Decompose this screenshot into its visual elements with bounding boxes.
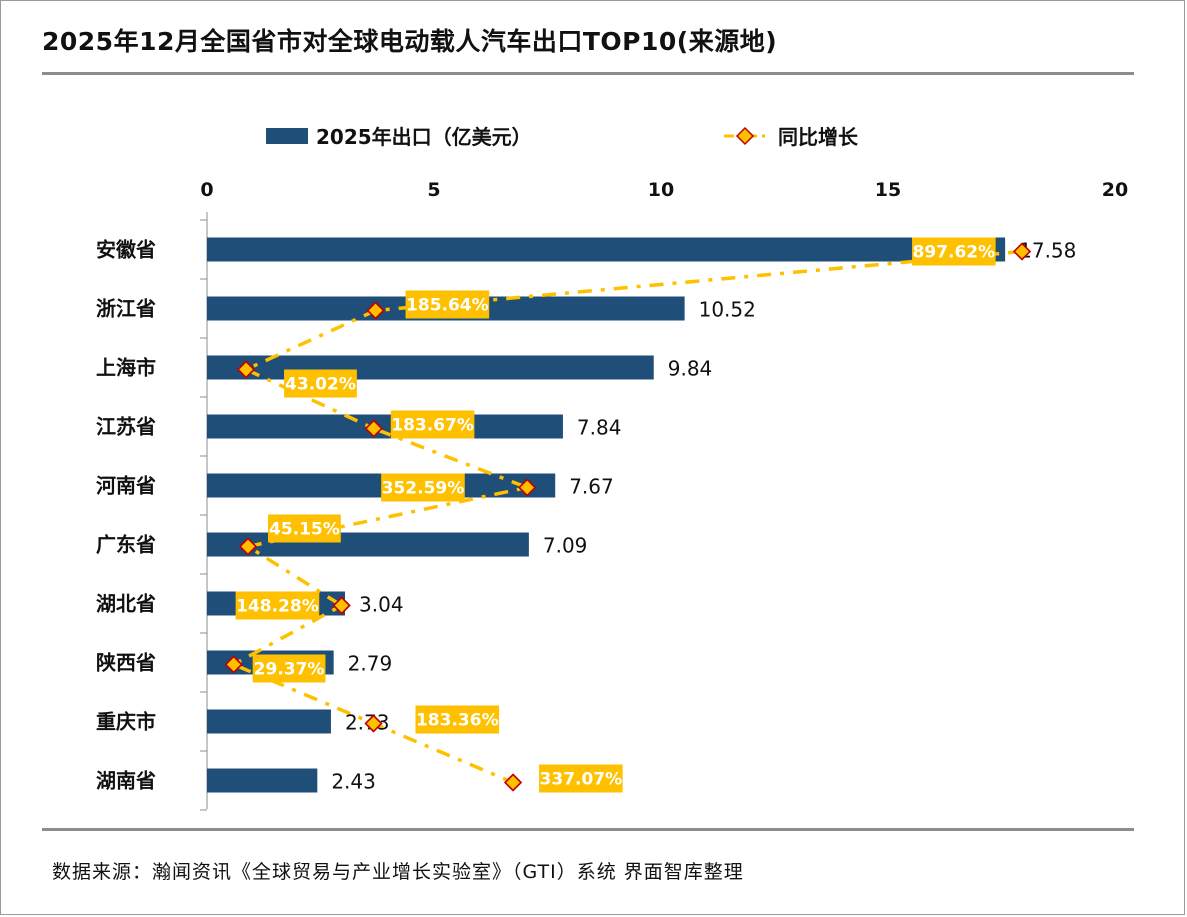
bar: [207, 414, 563, 439]
bar-value-label: 7.84: [577, 416, 622, 440]
yoy-marker: [364, 419, 383, 438]
category-label: 重庆市: [96, 710, 156, 734]
x-tick-label: 5: [427, 179, 440, 201]
yoy-label-box: [267, 514, 341, 543]
yoy-label-box: [381, 473, 465, 502]
chart-title: 2025年12月全国省市对全球电动载人汽车出口TOP10(来源地): [42, 27, 778, 56]
x-tick-label: 15: [875, 179, 901, 201]
bar-value-label: 9.84: [668, 357, 713, 381]
x-tick-label: 0: [200, 179, 213, 201]
bar: [207, 709, 331, 734]
source-note: 数据来源：瀚闻资讯《全球贸易与产业增长实验室》（GTI）系统 界面智库整理: [52, 861, 744, 883]
footer-divider: [42, 828, 1134, 831]
yoy-label-box: [235, 591, 320, 620]
yoy-marker: [238, 537, 258, 556]
category-label: 江苏省: [96, 415, 156, 439]
yoy-label-box: [912, 237, 996, 266]
bar: [207, 237, 1006, 262]
bar-value-label: 3.04: [359, 593, 404, 617]
yoy-marker: [503, 773, 523, 792]
legend-bar-label: 2025年出口（亿美元）: [316, 125, 532, 149]
x-tick-label: 10: [648, 179, 674, 201]
yoy-label-box: [405, 290, 490, 319]
category-label: 陕西省: [96, 651, 156, 675]
title-divider: [42, 72, 1134, 75]
category-label: 湖北省: [96, 592, 156, 616]
bar: [207, 355, 654, 380]
category-label: 安徽省: [96, 238, 156, 262]
yoy-label-box: [284, 369, 357, 398]
yoy-marker: [224, 655, 243, 674]
legend-line-label: 同比增长: [778, 125, 859, 149]
yoy-value-label: 45.15%: [269, 520, 340, 540]
yoy-value-label: 352.59%: [382, 479, 465, 499]
yoy-marker: [366, 301, 385, 320]
yoy-marker: [518, 478, 537, 497]
yoy-value-label: 148.28%: [236, 597, 319, 617]
yoy-value-label: 183.67%: [391, 416, 474, 436]
yoy-marker: [1012, 242, 1032, 261]
category-label: 湖南省: [96, 769, 156, 793]
yoy-value-label: 337.07%: [540, 770, 623, 790]
category-label: 浙江省: [96, 297, 156, 321]
yoy-value-label: 897.62%: [913, 243, 996, 263]
category-label: 河南省: [96, 474, 156, 498]
yoy-marker: [236, 360, 256, 379]
bar-value-label: 10.52: [699, 298, 756, 322]
yoy-value-label: 183.36%: [416, 711, 499, 731]
yoy-value-label: 29.37%: [254, 660, 325, 680]
yoy-label-box: [415, 705, 500, 734]
legend-bar-swatch: [266, 128, 308, 144]
yoy-line: [231, 249, 1023, 785]
legend-line-marker: [735, 126, 755, 146]
yoy-value-label: 185.64%: [406, 296, 489, 316]
bar-value-label: 2.79: [348, 652, 393, 676]
category-label: 上海市: [96, 356, 156, 380]
bar-value-label: 2.43: [331, 770, 376, 794]
bar: [207, 768, 318, 793]
yoy-label-box: [390, 410, 475, 439]
yoy-marker: [332, 596, 351, 615]
yoy-label-box: [539, 764, 623, 793]
category-label: 广东省: [96, 533, 156, 557]
bar-value-label: 7.09: [543, 534, 588, 558]
x-tick-label: 20: [1102, 179, 1128, 201]
yoy-marker: [364, 714, 383, 733]
bar-value-label: 7.67: [569, 475, 614, 499]
yoy-label-box: [252, 654, 326, 683]
yoy-value-label: 43.02%: [285, 375, 356, 395]
